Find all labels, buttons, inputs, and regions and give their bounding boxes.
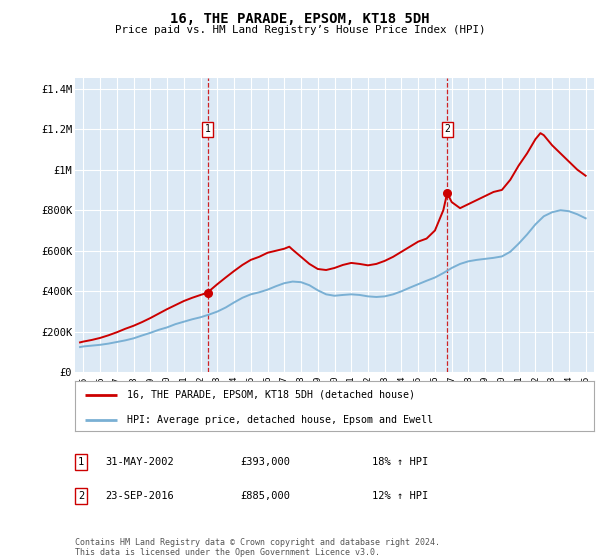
- Text: 2: 2: [444, 124, 450, 134]
- Text: 31-MAY-2002: 31-MAY-2002: [105, 457, 174, 467]
- Text: 2: 2: [78, 491, 84, 501]
- Text: Contains HM Land Registry data © Crown copyright and database right 2024.
This d: Contains HM Land Registry data © Crown c…: [75, 538, 440, 557]
- Text: 12% ↑ HPI: 12% ↑ HPI: [372, 491, 428, 501]
- Text: 16, THE PARADE, EPSOM, KT18 5DH: 16, THE PARADE, EPSOM, KT18 5DH: [170, 12, 430, 26]
- Text: HPI: Average price, detached house, Epsom and Ewell: HPI: Average price, detached house, Epso…: [127, 415, 433, 425]
- Text: 18% ↑ HPI: 18% ↑ HPI: [372, 457, 428, 467]
- Text: 1: 1: [78, 457, 84, 467]
- Text: £885,000: £885,000: [240, 491, 290, 501]
- Text: £393,000: £393,000: [240, 457, 290, 467]
- Text: 1: 1: [205, 124, 211, 134]
- Text: 23-SEP-2016: 23-SEP-2016: [105, 491, 174, 501]
- Text: Price paid vs. HM Land Registry’s House Price Index (HPI): Price paid vs. HM Land Registry’s House …: [115, 25, 485, 35]
- Text: 16, THE PARADE, EPSOM, KT18 5DH (detached house): 16, THE PARADE, EPSOM, KT18 5DH (detache…: [127, 390, 415, 400]
